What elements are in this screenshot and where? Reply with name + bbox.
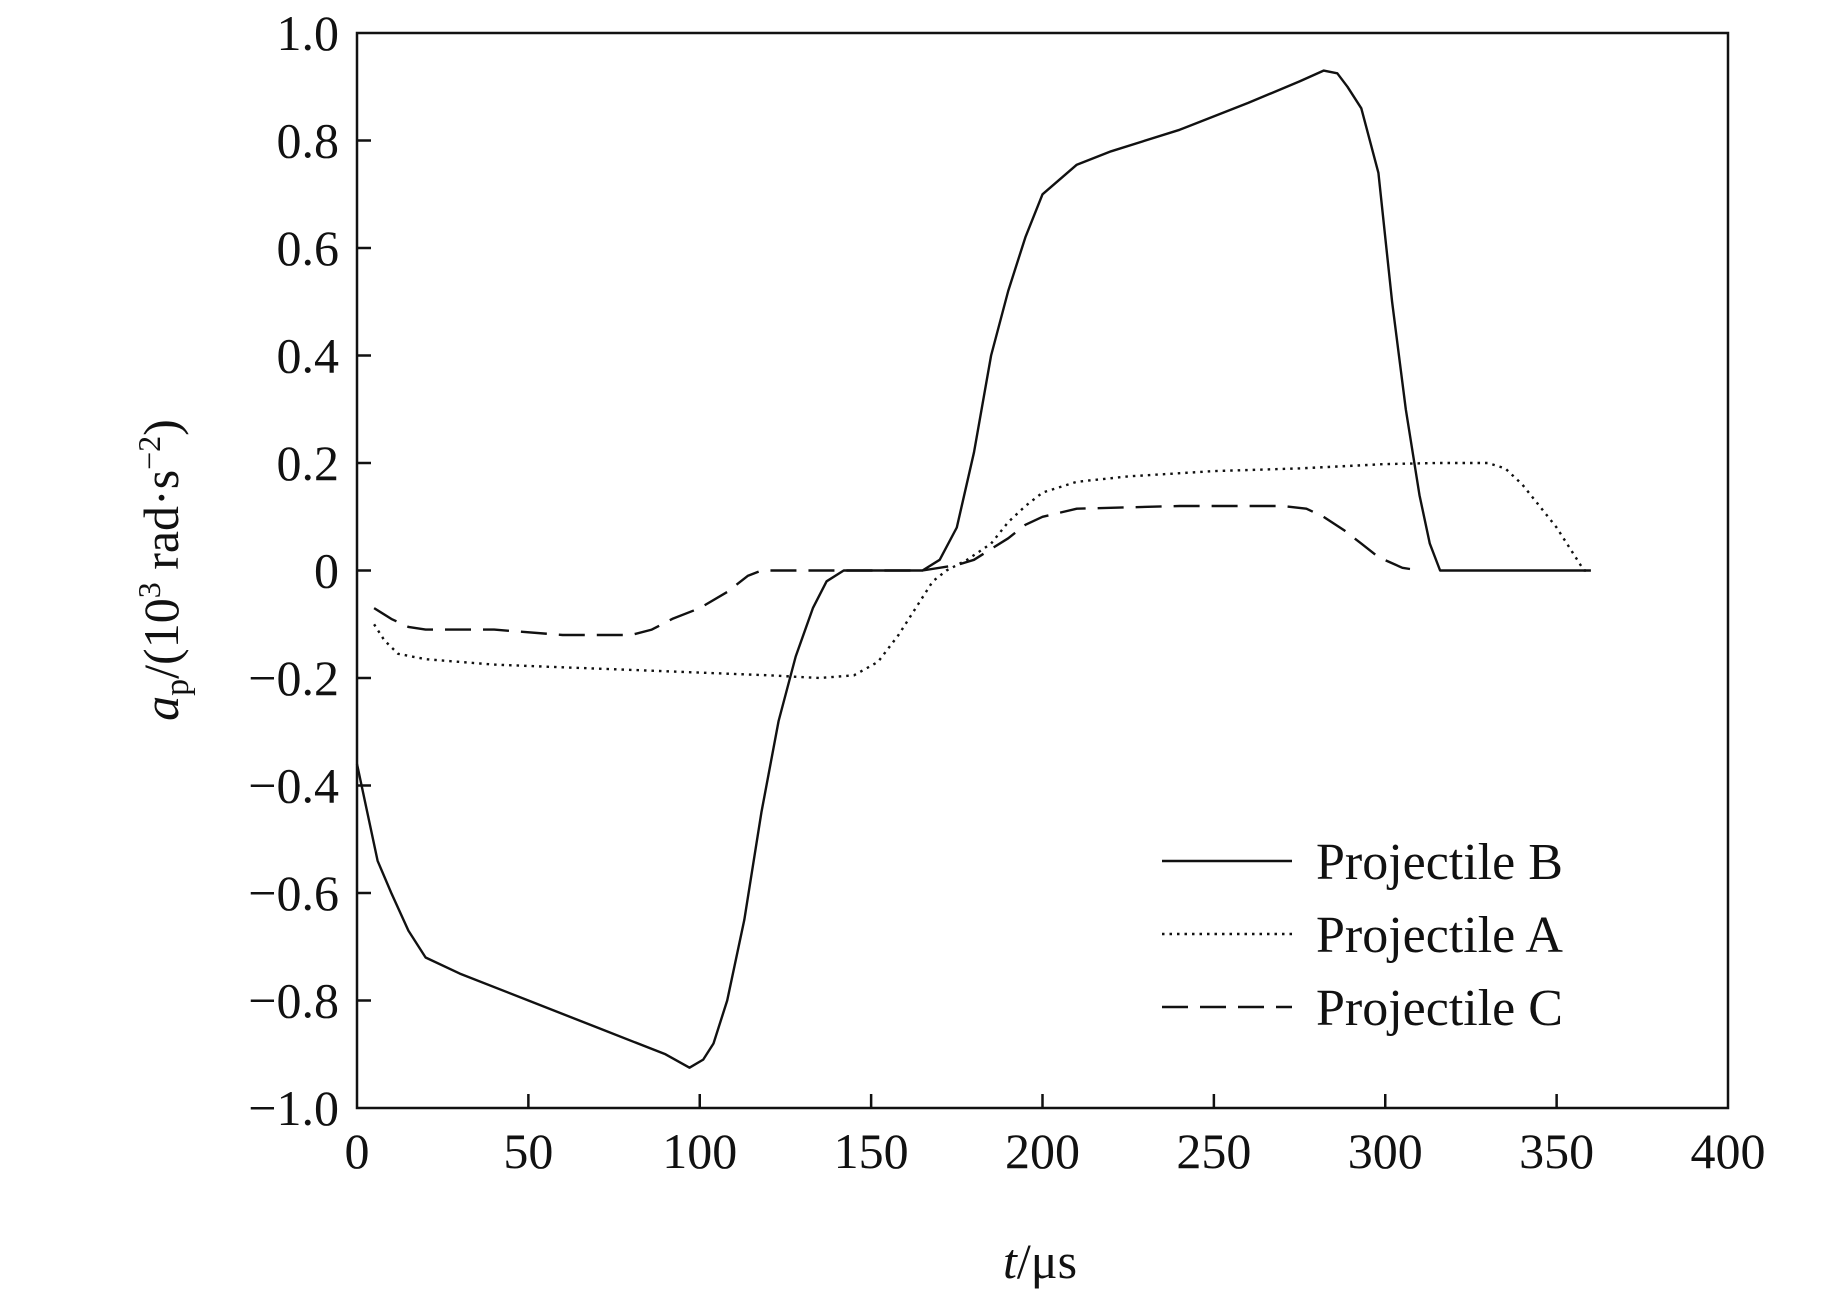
y-axis-ticks: 1.0 0.8 0.6 0.4 0.2 0 −0.2 −0.4 −0.6 −0.8 −1.0	[248, 5, 371, 1136]
series-line-projectile-b	[355, 69, 1591, 1069]
x-axis-label-variable: t	[1003, 1233, 1018, 1289]
series-line-projectile-a	[373, 461, 1591, 680]
y-axis-label-superscript-2: −2	[131, 436, 167, 470]
x-axis-label-unit: /μs	[1017, 1233, 1077, 1289]
y-axis-label-subscript: p	[159, 679, 196, 696]
y-tick-label: 1.0	[277, 5, 340, 61]
series-group	[355, 69, 1591, 1069]
y-axis-label-unit: rad·s	[133, 470, 189, 582]
y-axis-label: ap/(103 rad·s−2)	[131, 419, 196, 721]
y-tick-label: 0.8	[277, 113, 340, 169]
y-tick-label: −0.4	[248, 758, 339, 814]
x-axis-ticks: 0 50 100 150 200 250 300 350 400	[345, 1094, 1766, 1179]
legend-label: Projectile A	[1316, 907, 1563, 964]
y-tick-label: −0.2	[248, 650, 339, 706]
y-tick-label: 0	[314, 543, 339, 599]
x-tick-label: 300	[1348, 1123, 1423, 1179]
y-tick-label: 0.4	[277, 328, 340, 384]
x-tick-label: 350	[1519, 1123, 1594, 1179]
legend: Projectile B Projectile A Projectile C	[1162, 834, 1563, 1037]
series-line-projectile-c	[373, 504, 1420, 637]
x-tick-label: 400	[1691, 1123, 1766, 1179]
x-tick-label: 150	[834, 1123, 909, 1179]
y-tick-label: 0.2	[277, 435, 340, 491]
x-tick-label: 250	[1176, 1123, 1251, 1179]
x-tick-label: 100	[662, 1123, 737, 1179]
x-tick-label: 200	[1005, 1123, 1080, 1179]
legend-label: Projectile B	[1316, 834, 1563, 891]
x-tick-label: 0	[345, 1123, 370, 1179]
y-tick-label: −0.6	[248, 865, 339, 921]
y-axis-label-superscript: 3	[131, 582, 167, 598]
y-axis-label-suffix: )	[133, 419, 189, 436]
x-axis-label: t/μs	[1003, 1233, 1077, 1289]
y-tick-label: −1.0	[248, 1080, 339, 1136]
x-tick-label: 50	[503, 1123, 553, 1179]
y-tick-label: 0.6	[277, 220, 340, 276]
y-tick-label: −0.8	[248, 973, 339, 1029]
y-axis-label-variable: a	[133, 696, 189, 721]
legend-label: Projectile C	[1316, 980, 1563, 1037]
y-axis-label-prefix: /(10	[133, 598, 189, 679]
